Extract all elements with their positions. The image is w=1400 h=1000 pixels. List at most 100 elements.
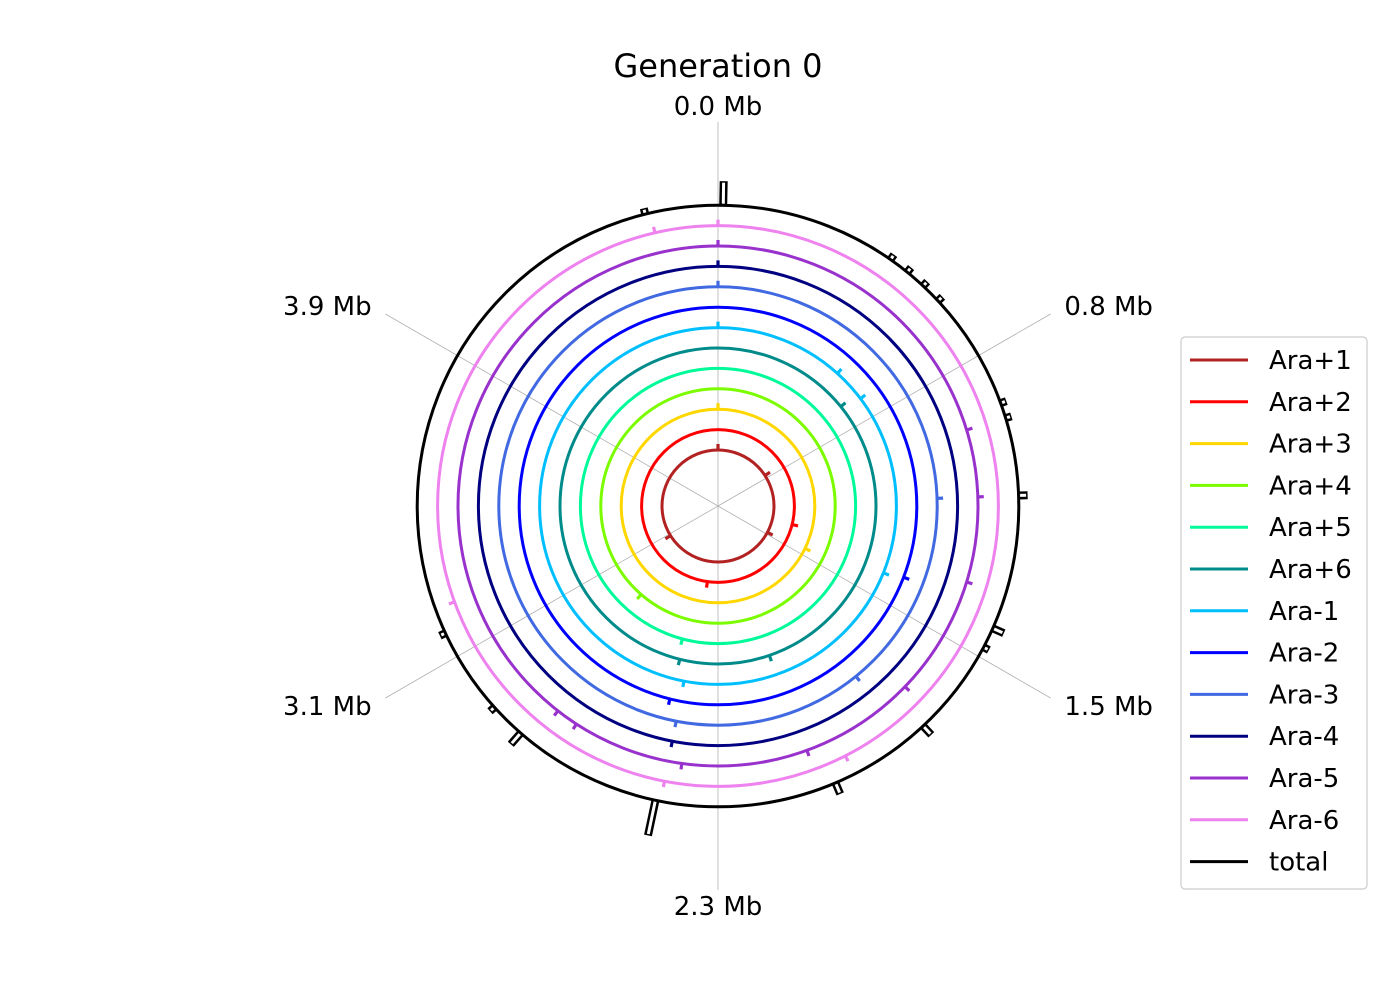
angle-label: 1.5 Mb	[1064, 692, 1153, 722]
legend-label: Ara-2	[1269, 639, 1339, 669]
legend-label: Ara+4	[1269, 471, 1352, 501]
mutation-mark	[859, 393, 867, 400]
mutation-mark	[661, 780, 667, 788]
mutation-mark-fill	[1006, 415, 1011, 420]
mutation-mark	[903, 685, 911, 692]
angle-tick-labels: 0.0 Mb 0.8 Mb 1.5 Mb 2.3 Mb 3.1 Mb 3.9 Mb	[283, 92, 1153, 922]
ring-circle	[517, 305, 919, 707]
mutation-mark-fill	[646, 801, 657, 835]
legend-label: Ara+1	[1269, 346, 1352, 376]
mutation-mark	[552, 709, 560, 717]
mutation-mark-fill	[907, 267, 912, 273]
mutation-mark	[448, 600, 456, 606]
angle-label: 3.9 Mb	[283, 292, 372, 322]
mutation-mark	[676, 658, 682, 666]
ring-Ara-1	[538, 321, 898, 688]
mutation-mark	[966, 426, 973, 432]
mutation-mark	[669, 740, 674, 748]
mutation-mark-fill	[890, 255, 895, 260]
legend-entry: Ara+6	[1190, 555, 1352, 585]
ring-circle	[558, 346, 878, 666]
legend-entry: Ara-6	[1190, 806, 1339, 836]
legend-entry: Ara-5	[1190, 764, 1339, 794]
mutation-mark	[704, 581, 709, 588]
mutation-mark-fill	[440, 632, 445, 637]
gridline-60	[717, 313, 1051, 507]
mutation-mark	[836, 367, 843, 375]
mutation-mark-fill	[993, 627, 1004, 634]
legend-entry: Ara-2	[1190, 639, 1339, 669]
legend-label: Ara+2	[1269, 388, 1352, 418]
ring-circle	[640, 428, 796, 584]
series-rings	[415, 181, 1028, 837]
legend-frame	[1180, 336, 1368, 890]
mutation-mark	[679, 763, 684, 770]
mutation-mark-fill	[490, 707, 495, 712]
mutation-mark	[652, 226, 657, 234]
ring-Ara-2	[517, 305, 919, 707]
angle-label: 2.3 Mb	[674, 892, 763, 922]
ring-Ara+1	[660, 444, 776, 564]
gridline-300	[385, 313, 719, 507]
mutation-mark	[805, 749, 811, 757]
mutation-mark-fill	[642, 209, 647, 214]
chart-title: Generation 0	[613, 47, 822, 85]
ring-Ara+4	[599, 387, 837, 625]
ring-Ara-4	[476, 260, 960, 748]
legend-entry: Ara+5	[1190, 513, 1352, 543]
mutation-mark	[766, 530, 774, 537]
mutation-mark-fill	[1001, 400, 1006, 405]
ring-circle	[578, 366, 858, 646]
mutation-mark	[673, 720, 678, 728]
ring-Ara+6	[558, 346, 878, 666]
mutation-mark-fill	[834, 783, 841, 794]
mutation-mark	[767, 654, 773, 662]
mutation-mark-fill	[984, 646, 989, 651]
ring-Ara+3	[619, 403, 817, 605]
ring-Ara-3	[497, 280, 944, 728]
angle-label: 0.8 Mb	[1064, 292, 1153, 322]
mutation-mark-fill	[510, 733, 521, 745]
mutation-mark	[804, 546, 812, 553]
ring-Ara+2	[640, 428, 799, 588]
mutation-mark	[791, 522, 799, 528]
mutation-mark	[882, 571, 890, 577]
mutation-mark	[664, 534, 672, 541]
angle-label: 3.1 Mb	[283, 692, 372, 722]
legend-entry: Ara+3	[1190, 430, 1352, 460]
ring-Ara-6	[436, 219, 1000, 788]
mutation-mark	[839, 401, 847, 408]
legend-entry: Ara-4	[1190, 722, 1339, 752]
ring-total	[415, 181, 1028, 837]
legend-label: Ara+5	[1269, 513, 1352, 543]
legend-entry: total	[1190, 848, 1328, 878]
legend-label: Ara+3	[1269, 430, 1352, 460]
legend-label: Ara-6	[1269, 806, 1339, 836]
legend-label: Ara-4	[1269, 722, 1339, 752]
mutation-mark	[764, 470, 771, 477]
legend-entry: Ara+1	[1190, 346, 1352, 376]
mutation-mark	[571, 723, 578, 730]
mutation-mark	[681, 680, 686, 688]
gridline-240	[385, 505, 719, 699]
mutation-mark	[635, 593, 643, 601]
angle-label: 0.0 Mb	[674, 92, 763, 122]
gridline-120	[717, 505, 1051, 699]
angular-gridlines	[385, 122, 1051, 890]
legend-entry: Ara+2	[1190, 388, 1352, 418]
legend: Ara+1 Ara+2 Ara+3 Ara+4 Ara+5 Ara+6 Ara-1 Ara-2…	[1180, 336, 1368, 890]
legend-label: Ara-1	[1269, 597, 1339, 627]
legend-label: Ara-5	[1269, 764, 1339, 794]
mutation-mark	[666, 698, 672, 706]
mutation-mark	[966, 580, 973, 586]
legend-label: Ara+6	[1269, 555, 1352, 585]
ring-circle	[415, 203, 1021, 809]
ring-circle	[599, 387, 837, 625]
ring-Ara-5	[456, 240, 984, 770]
mutation-mark	[854, 675, 861, 683]
mutation-mark	[843, 755, 850, 762]
legend-label: total	[1269, 848, 1328, 878]
ring-Ara+5	[578, 366, 858, 646]
legend-label: Ara-3	[1269, 680, 1339, 710]
